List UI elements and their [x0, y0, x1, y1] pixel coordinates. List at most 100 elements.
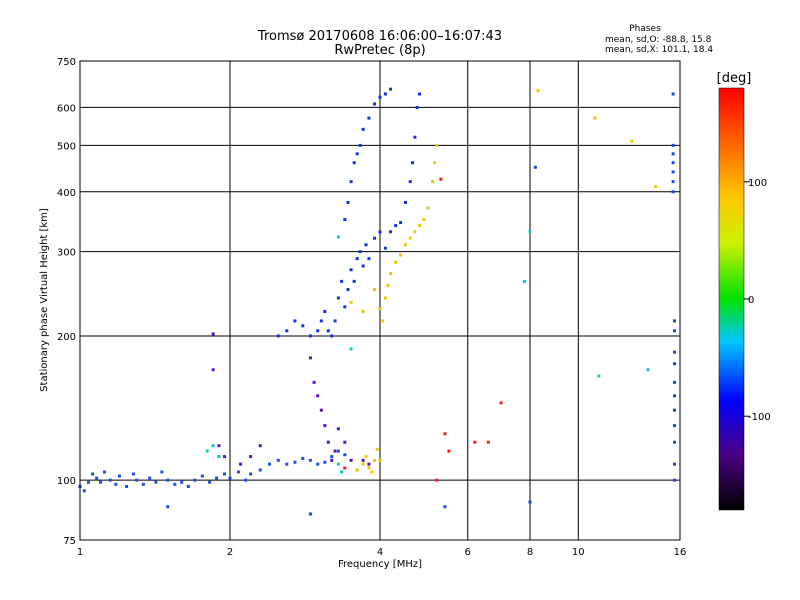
data-point	[593, 116, 597, 120]
x-tick-label: 8	[527, 547, 533, 558]
data-point	[285, 462, 289, 466]
data-point	[381, 319, 385, 323]
phases-x-stats: mean, sd,X: 101.1, 18.4	[605, 45, 713, 55]
data-point	[378, 95, 382, 99]
y-ticks: 75 100 200 300 400 500 600 750	[57, 57, 76, 547]
data-point	[355, 468, 359, 472]
data-point	[239, 462, 243, 466]
data-point	[383, 92, 387, 96]
data-point	[394, 260, 398, 264]
data-point	[343, 453, 347, 457]
data-point	[330, 458, 334, 462]
data-point	[671, 180, 675, 184]
data-point	[326, 440, 330, 444]
data-point	[166, 505, 170, 509]
colorbar-tick-label: 100	[748, 178, 767, 189]
data-point	[308, 458, 312, 462]
data-point	[285, 329, 289, 333]
data-point	[408, 236, 412, 240]
y-tick-label: 400	[57, 188, 76, 199]
data-point	[373, 458, 377, 462]
data-point	[673, 394, 677, 398]
data-point	[673, 424, 677, 428]
data-point	[308, 512, 312, 516]
data-point	[433, 161, 437, 165]
data-point	[671, 170, 675, 174]
data-point	[211, 368, 215, 372]
data-point	[154, 480, 158, 484]
data-point	[528, 230, 532, 234]
data-point	[399, 221, 403, 225]
data-point	[148, 476, 152, 480]
data-point	[301, 324, 305, 328]
data-point	[673, 380, 677, 384]
data-point	[333, 319, 337, 323]
data-point	[86, 480, 90, 484]
data-point	[383, 246, 387, 250]
data-point	[95, 476, 99, 480]
data-point	[630, 139, 634, 143]
data-point	[336, 235, 340, 239]
data-point	[208, 480, 212, 484]
data-point	[426, 206, 430, 210]
x-tick-label: 4	[377, 547, 383, 558]
data-point	[330, 334, 334, 338]
data-point	[215, 476, 219, 480]
data-point	[330, 455, 334, 459]
data-point	[336, 449, 340, 453]
data-point	[166, 478, 170, 482]
data-point	[415, 105, 419, 109]
data-point	[180, 480, 184, 484]
data-point	[413, 230, 417, 234]
data-point	[671, 190, 675, 194]
data-point	[82, 489, 86, 493]
x-tick-label: 16	[674, 547, 687, 558]
data-point	[117, 474, 121, 478]
data-point	[99, 480, 103, 484]
data-point	[336, 462, 340, 466]
x-ticks: 1 2 4 6 8 10 16	[77, 547, 687, 558]
data-point	[267, 462, 271, 466]
data-point	[673, 408, 677, 412]
data-point	[528, 500, 532, 504]
data-point	[323, 460, 327, 464]
data-point	[323, 309, 327, 313]
data-point	[293, 460, 297, 464]
data-point	[473, 440, 477, 444]
data-point	[346, 288, 350, 292]
x-axis-label: Frequency [MHz]	[338, 559, 422, 570]
phases-heading: Phases	[629, 24, 661, 34]
data-point	[173, 482, 177, 486]
data-point	[389, 272, 393, 276]
data-point	[131, 472, 135, 476]
data-point	[135, 478, 139, 482]
data-point	[114, 482, 118, 486]
y-tick-label: 300	[57, 248, 76, 259]
data-point	[373, 236, 377, 240]
data-point	[236, 470, 240, 474]
chart-subtitle: RwPretec (8p)	[334, 43, 425, 58]
data-point	[654, 185, 658, 189]
data-point	[258, 468, 262, 472]
data-point	[378, 307, 382, 311]
data-point	[333, 449, 337, 453]
data-point	[671, 152, 675, 156]
data-point	[211, 444, 215, 448]
data-point	[316, 462, 320, 466]
data-point	[394, 224, 398, 228]
y-tick-label: 600	[57, 103, 76, 114]
plot-frame	[79, 60, 681, 541]
data-point	[361, 264, 365, 268]
data-point	[367, 466, 371, 470]
data-point	[370, 470, 374, 474]
data-point	[349, 268, 353, 272]
data-point	[205, 449, 209, 453]
data-point	[373, 102, 377, 106]
data-point	[193, 478, 197, 482]
data-point	[244, 478, 248, 482]
data-point	[316, 394, 320, 398]
y-axis-label: Stationary phase Virtual Height [km]	[39, 208, 50, 392]
data-point	[671, 161, 675, 165]
data-point	[435, 143, 439, 147]
